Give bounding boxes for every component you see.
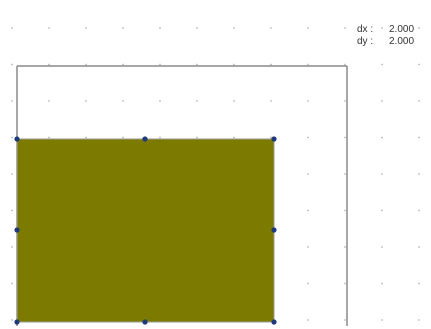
grid-dot: [381, 100, 383, 102]
grid-dot: [196, 63, 198, 66]
grid-dot: [122, 27, 124, 29]
grid-dot: [122, 136, 124, 139]
grid-dot: [307, 63, 309, 66]
handle-middle-right[interactable]: [271, 227, 277, 233]
grid-dot: [307, 282, 309, 285]
grid-dot: [122, 100, 124, 102]
handle-top-right[interactable]: [271, 136, 277, 142]
grid-dot: [85, 100, 87, 102]
dy-label: dy :: [357, 36, 374, 47]
grid-dot: [159, 100, 161, 102]
grid-dot: [344, 136, 346, 139]
grid-dot: [85, 136, 87, 139]
grid-dot: [196, 136, 198, 139]
grid-dot: [418, 173, 420, 175]
grid-dot: [270, 63, 272, 66]
dy-value: 2.000: [389, 36, 415, 47]
dx-readout-row: dx : 2.000: [357, 24, 431, 36]
grid-dot: [11, 319, 13, 321]
grid-dot: [307, 136, 309, 139]
grid-dot: [196, 27, 198, 29]
grid-dot: [418, 27, 420, 29]
grid-dot: [344, 63, 346, 66]
handle-top-left[interactable]: [14, 136, 20, 142]
grid-dot: [344, 282, 346, 285]
grid-dot: [418, 319, 420, 321]
selected-rectangle[interactable]: [16, 138, 275, 323]
dx-value: 2.000: [389, 24, 415, 35]
grid-dot: [159, 63, 161, 66]
grid-dot: [307, 319, 309, 321]
grid-dot: [418, 246, 420, 248]
handle-bottom-left[interactable]: [14, 319, 20, 325]
grid-dot: [418, 136, 420, 139]
grid-dot: [381, 282, 383, 285]
grid-dot: [233, 136, 235, 139]
grid-dot: [344, 209, 346, 212]
grid-dot: [344, 27, 346, 29]
grid-dot: [381, 27, 383, 29]
position-readout: dx : 2.000 dy : 2.000: [357, 24, 431, 48]
grid-dot: [48, 63, 50, 66]
grid-dot: [196, 100, 198, 102]
grid-dot: [159, 27, 161, 29]
grid-dot: [233, 63, 235, 66]
grid-dot: [418, 100, 420, 102]
grid-dot: [11, 27, 13, 29]
grid-dot: [307, 100, 309, 102]
grid-dot: [233, 100, 235, 102]
grid-dot: [122, 63, 124, 66]
grid-dot: [11, 63, 13, 66]
grid-dot: [11, 100, 13, 102]
grid-dot: [48, 100, 50, 102]
grid-dot: [307, 27, 309, 29]
handle-bottom-middle[interactable]: [142, 319, 148, 325]
grid-dot: [381, 173, 383, 175]
grid-dot: [11, 246, 13, 248]
handle-bottom-right[interactable]: [271, 319, 277, 325]
grid-dot: [233, 27, 235, 29]
grid-dot: [270, 27, 272, 29]
grid-dot: [48, 27, 50, 29]
grid-dot: [11, 136, 13, 139]
grid-dot: [85, 63, 87, 66]
grid-dot: [11, 282, 13, 285]
grid-dot: [307, 246, 309, 248]
grid-dot: [344, 246, 346, 248]
grid-dot: [11, 173, 13, 175]
grid-dot: [270, 100, 272, 102]
grid-dot: [159, 136, 161, 139]
grid-dot: [344, 100, 346, 102]
grid-dot: [344, 173, 346, 175]
handle-top-middle[interactable]: [142, 136, 148, 142]
grid-dot: [381, 63, 383, 66]
grid-dot: [11, 209, 13, 212]
grid-dot: [344, 319, 346, 321]
grid-dot: [381, 246, 383, 248]
grid-dot: [381, 136, 383, 139]
grid-dot: [85, 27, 87, 29]
grid-dot: [418, 63, 420, 66]
grid-dot: [48, 136, 50, 139]
dx-label: dx :: [357, 24, 374, 35]
grid-dot: [307, 209, 309, 212]
grid-dot: [381, 209, 383, 212]
grid-dot: [307, 173, 309, 175]
grid-dot: [418, 209, 420, 212]
grid-dot: [381, 319, 383, 321]
grid-dot: [270, 136, 272, 139]
grid-dot: [418, 282, 420, 285]
handle-middle-left[interactable]: [14, 227, 20, 233]
dy-readout-row: dy : 2.000: [357, 36, 431, 48]
